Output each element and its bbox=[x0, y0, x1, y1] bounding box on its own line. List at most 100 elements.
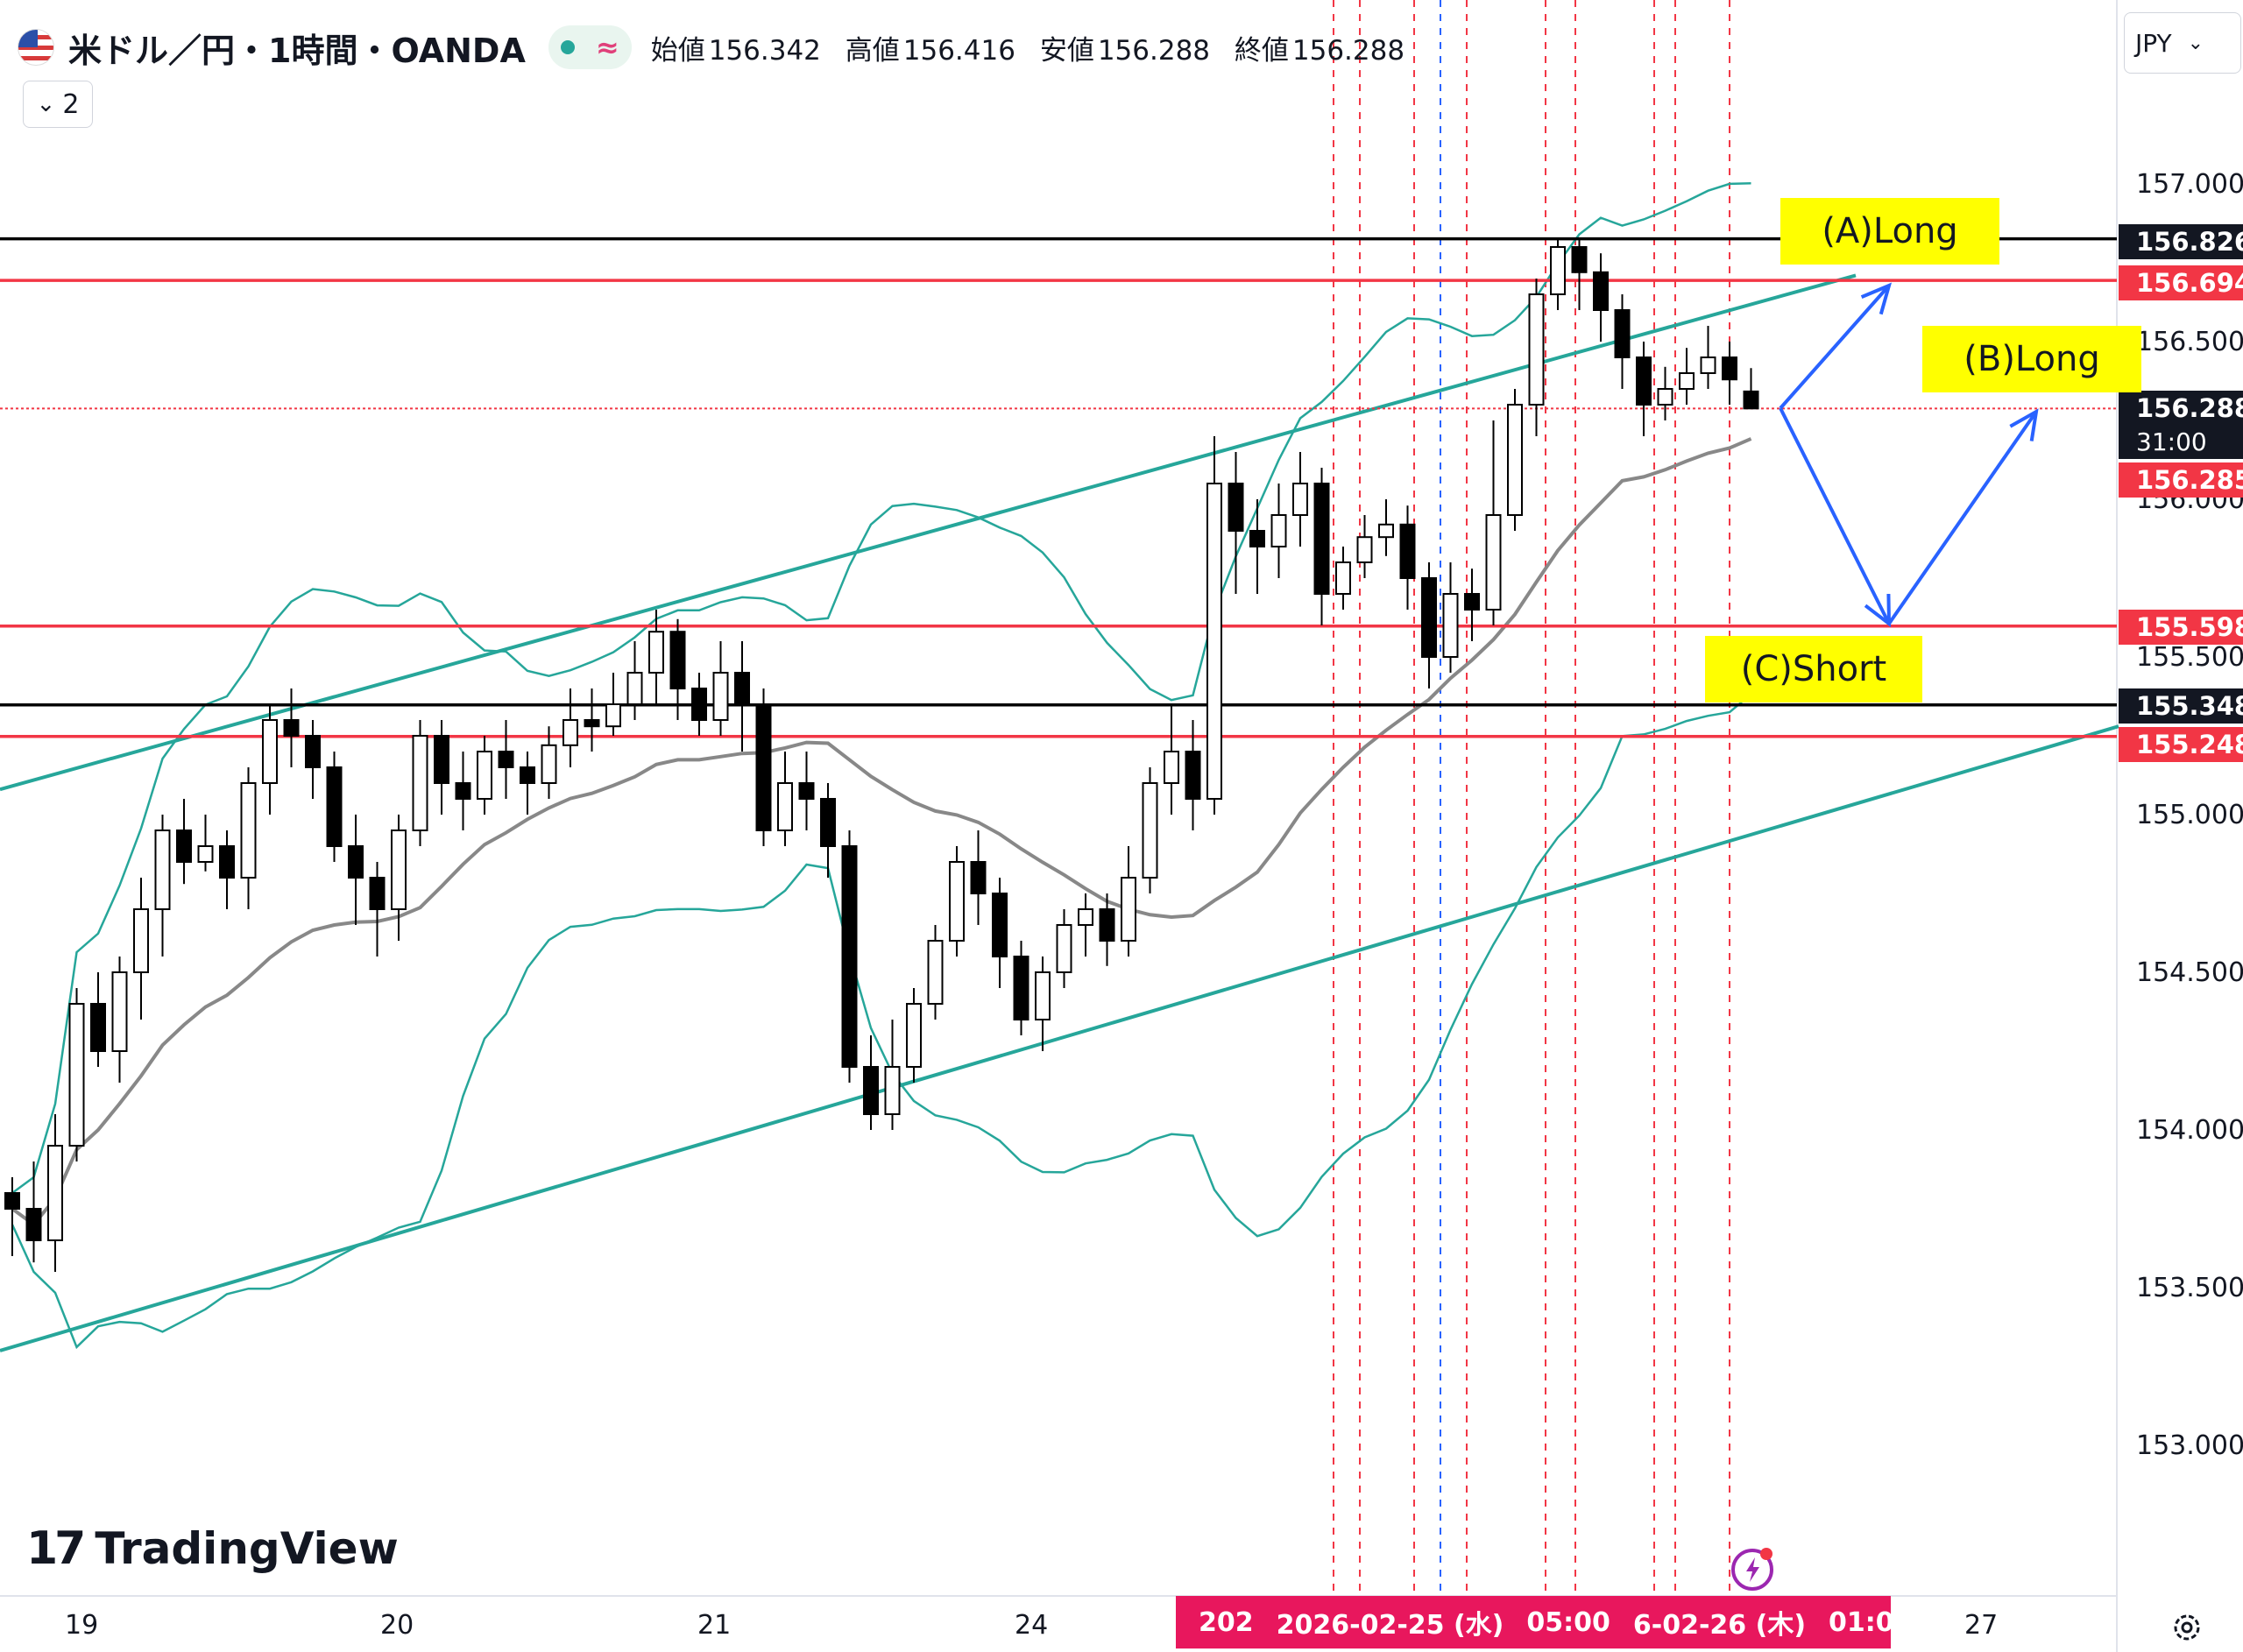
candle-body bbox=[1485, 514, 1502, 611]
chevron-down-icon: ⌄ bbox=[36, 91, 56, 117]
annotation-a-long[interactable]: (A)Long bbox=[1780, 198, 1999, 265]
candle-body bbox=[1464, 593, 1480, 611]
y-tick: 154.000 bbox=[2136, 1115, 2243, 1146]
chevron-down-icon: ⌄ bbox=[2187, 32, 2204, 54]
candle-body bbox=[541, 744, 557, 784]
ohlc-values: 始値 156.342 高値 156.416 安値 156.288 終値 156.288 bbox=[651, 28, 1420, 67]
y-tick: 156.500 bbox=[2136, 327, 2243, 357]
annotation-c-short[interactable]: (C)Short bbox=[1705, 636, 1922, 702]
candle-body bbox=[1356, 536, 1373, 564]
candle-body bbox=[1249, 530, 1265, 547]
candle-body bbox=[434, 735, 449, 784]
tradingview-wordmark: TradingView bbox=[95, 1523, 399, 1574]
candle-body bbox=[1722, 357, 1737, 381]
candle-body bbox=[369, 877, 386, 910]
high-value: 156.416 bbox=[902, 34, 1015, 67]
candle-body bbox=[520, 766, 535, 784]
market-status-pill[interactable]: ≈ bbox=[548, 25, 632, 69]
candle-body bbox=[734, 672, 750, 705]
currency-selector[interactable]: JPY ⌄ bbox=[2124, 12, 2241, 74]
currency-label: JPY bbox=[2135, 28, 2172, 58]
candle-body bbox=[1442, 593, 1459, 658]
low-value: 156.288 bbox=[1097, 34, 1211, 67]
candle-body bbox=[1743, 390, 1759, 410]
candle-body bbox=[326, 766, 343, 847]
candle-body bbox=[906, 1003, 922, 1068]
price-label-155248: 155.248 bbox=[2119, 727, 2243, 762]
wave-icon: ≈ bbox=[595, 31, 619, 64]
candle-body bbox=[1164, 751, 1179, 784]
close-value: 156.288 bbox=[1291, 34, 1405, 67]
chart-header: 米ドル／円・1時間・OANDA ≈ 始値 156.342 高値 156.416 安値… bbox=[18, 21, 1420, 74]
bar-countdown: 31:00 bbox=[2119, 424, 2243, 459]
candle-body bbox=[111, 971, 128, 1052]
candle-body bbox=[1099, 908, 1115, 942]
candle-body bbox=[412, 735, 428, 831]
candle-body bbox=[219, 845, 235, 879]
candle-body bbox=[841, 845, 858, 1068]
open-label: 始値 bbox=[650, 34, 705, 67]
moving-average-line bbox=[11, 437, 1752, 1227]
candle-body bbox=[1313, 483, 1330, 595]
candle-body bbox=[176, 830, 192, 863]
annotation-b-long[interactable]: (B)Long bbox=[1922, 326, 2141, 392]
candle-body bbox=[884, 1066, 901, 1115]
candle-body bbox=[605, 703, 621, 728]
candle-body bbox=[154, 830, 171, 910]
x-label-27: 27 bbox=[1964, 1610, 1999, 1641]
time-range-start-time: 05:00 bbox=[1526, 1606, 1610, 1638]
y-tick: 153.500 bbox=[2136, 1273, 2243, 1303]
arrow-head-icon bbox=[2009, 408, 2039, 441]
time-range-highlight: 202 2026-02-25 (水) 05:00 6-02-26 (木) 01:… bbox=[1176, 1596, 1891, 1648]
arrow-head-icon bbox=[1860, 282, 1893, 315]
candle-body bbox=[1700, 357, 1716, 374]
y-tick: 155.500 bbox=[2136, 642, 2243, 673]
candle-body bbox=[391, 830, 407, 910]
candle-body bbox=[1121, 877, 1136, 942]
candle-body bbox=[47, 1145, 63, 1241]
trend-channel bbox=[0, 273, 2119, 1352]
candle-body bbox=[1614, 309, 1631, 358]
symbol-title[interactable]: 米ドル／円・1時間・OANDA bbox=[68, 31, 526, 70]
candle-body bbox=[1206, 483, 1222, 800]
time-range-fragment: 202 bbox=[1199, 1606, 1254, 1638]
candle-body bbox=[197, 845, 214, 863]
indicator-collapse-button[interactable]: ⌄ 2 bbox=[23, 81, 93, 128]
time-range-end-date: 6-02-26 (木) bbox=[1632, 1610, 1807, 1641]
candle-body bbox=[455, 782, 471, 800]
lightning-alert-icon[interactable] bbox=[1728, 1543, 1777, 1592]
us-flag-icon bbox=[18, 29, 54, 66]
candle-body bbox=[477, 751, 492, 800]
candle-body bbox=[820, 798, 836, 847]
candle-body bbox=[584, 719, 600, 728]
x-label-19: 19 bbox=[65, 1610, 99, 1641]
horizontal-price-lines bbox=[0, 237, 2117, 738]
channel-upper-line bbox=[0, 273, 1857, 792]
price-label-155348: 155.348 bbox=[2119, 688, 2243, 724]
candle-body bbox=[1421, 577, 1437, 658]
candle-body bbox=[1571, 246, 1588, 273]
candle-body bbox=[498, 751, 514, 768]
price-label-155598: 155.598 bbox=[2119, 610, 2243, 645]
candle-body bbox=[1035, 971, 1051, 1020]
y-tick: 153.000 bbox=[2136, 1430, 2243, 1461]
candle-body bbox=[90, 1003, 106, 1052]
candle-body bbox=[691, 688, 707, 721]
close-label: 終値 bbox=[1234, 34, 1289, 67]
tradingview-mark-icon: 17 bbox=[26, 1522, 86, 1575]
candlestick-series bbox=[4, 237, 1759, 1272]
price-label-156285: 156.285 bbox=[2119, 462, 2243, 498]
indicator-count: 2 bbox=[62, 88, 80, 120]
time-range-end-time: 01:00 bbox=[1829, 1606, 1891, 1638]
price-label-156694: 156.694 bbox=[2119, 265, 2243, 300]
y-tick: 154.500 bbox=[2136, 957, 2243, 988]
candle-body bbox=[1335, 561, 1351, 595]
open-value: 156.342 bbox=[708, 34, 821, 67]
candle-body bbox=[1292, 483, 1308, 516]
high-label: 高値 bbox=[845, 34, 900, 67]
settings-icon[interactable] bbox=[2169, 1610, 2204, 1645]
candle-body bbox=[133, 908, 149, 973]
candle-body bbox=[949, 861, 965, 942]
candle-body bbox=[1507, 404, 1523, 516]
